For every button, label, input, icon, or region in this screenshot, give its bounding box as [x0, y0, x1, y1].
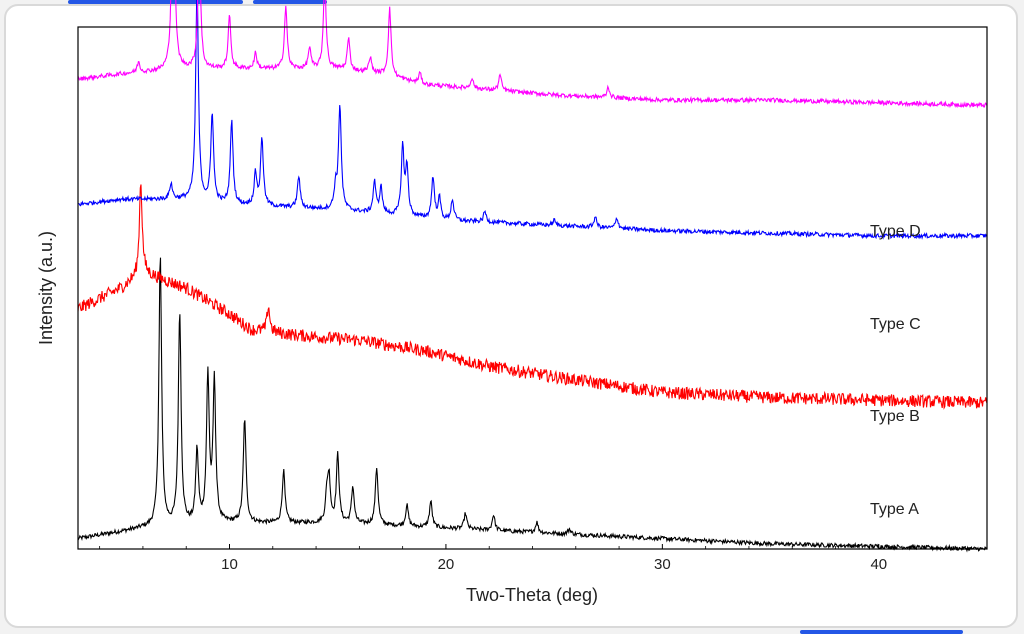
x-axis-label: Two-Theta (deg): [466, 585, 598, 605]
series-line-type-b: [77, 184, 988, 410]
top-accent-bar-right: [253, 0, 327, 4]
series-label-type-d: Type D: [870, 223, 921, 240]
traces-group: [77, 0, 988, 553]
bottom-accent-bar: [800, 630, 963, 634]
x-tick-label: 40: [870, 556, 887, 573]
series-line-type-c: [77, 0, 988, 240]
series-label-type-b: Type B: [870, 408, 920, 425]
x-tick-label: 30: [654, 556, 671, 573]
top-accent-bar-left: [68, 0, 243, 4]
series-label-type-a: Type A: [870, 501, 919, 518]
x-axis-ticks: 10 20 30 40: [99, 544, 966, 573]
x-tick-label: 20: [438, 556, 455, 573]
plot-area-border: [77, 26, 988, 550]
figure-frame: [4, 4, 1018, 628]
x-tick-label: 10: [221, 556, 238, 573]
y-axis-label: Intensity (a.u.): [36, 231, 56, 345]
series-line-type-d: [77, 0, 988, 109]
series-line-type-a: [77, 257, 988, 553]
series-label-type-c: Type C: [870, 316, 921, 333]
